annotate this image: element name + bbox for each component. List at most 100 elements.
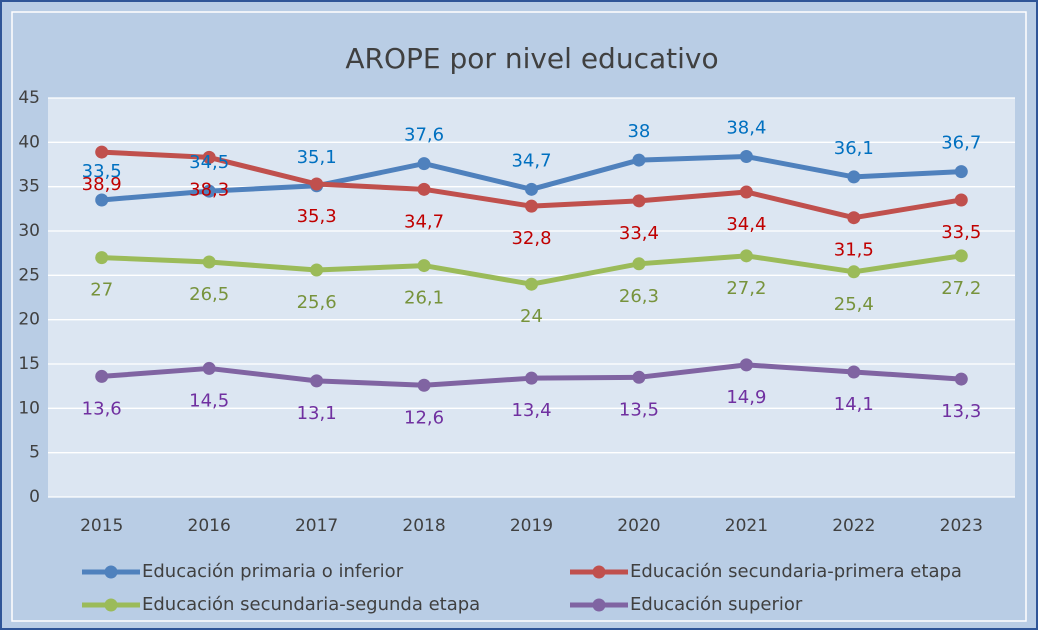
x-tick-label: 2015 xyxy=(80,516,123,536)
data-label: 34,7 xyxy=(404,211,444,232)
point xyxy=(954,165,968,179)
point xyxy=(954,193,968,207)
y-tick-label: 5 xyxy=(29,443,40,463)
point xyxy=(95,369,109,383)
x-tick-label: 2016 xyxy=(188,516,231,536)
point xyxy=(739,249,753,263)
data-label: 13,4 xyxy=(511,400,551,421)
y-tick-label: 35 xyxy=(18,177,40,197)
data-label: 26,5 xyxy=(189,284,229,305)
point xyxy=(417,378,431,392)
data-label: 26,3 xyxy=(619,286,659,307)
data-label: 25,4 xyxy=(834,294,874,315)
data-label: 25,6 xyxy=(297,292,337,313)
x-tick-label: 2021 xyxy=(725,516,768,536)
data-label: 33,5 xyxy=(941,222,981,243)
x-tick-label: 2019 xyxy=(510,516,553,536)
y-tick-label: 20 xyxy=(18,310,40,330)
data-label: 13,1 xyxy=(297,403,337,424)
point xyxy=(632,370,646,384)
point xyxy=(95,193,109,207)
legend-marker xyxy=(592,598,606,612)
point xyxy=(202,184,216,198)
point xyxy=(95,251,109,265)
point xyxy=(417,259,431,273)
data-label: 38,4 xyxy=(726,118,766,139)
data-label: 36,1 xyxy=(834,138,874,159)
data-label: 27,2 xyxy=(941,278,981,299)
point xyxy=(310,263,324,277)
point xyxy=(417,157,431,171)
legend-marker xyxy=(592,565,606,579)
point xyxy=(847,265,861,279)
legend-marker xyxy=(104,565,118,579)
data-label: 38,3 xyxy=(189,179,229,200)
data-label: 27,2 xyxy=(726,278,766,299)
data-label: 37,6 xyxy=(404,125,444,146)
data-label: 14,1 xyxy=(834,394,874,415)
point xyxy=(739,358,753,372)
data-label: 12,6 xyxy=(404,407,444,428)
point xyxy=(310,177,324,191)
chart-title: AROPE por nivel educativo xyxy=(345,42,718,75)
y-tick-label: 45 xyxy=(18,88,40,108)
data-label: 26,1 xyxy=(404,288,444,309)
point xyxy=(525,371,538,385)
data-label: 13,6 xyxy=(82,398,122,419)
point xyxy=(525,277,538,291)
point xyxy=(954,249,968,263)
point xyxy=(632,194,646,208)
data-label: 34,7 xyxy=(511,150,551,171)
y-tick-label: 0 xyxy=(29,487,40,507)
y-tick-label: 15 xyxy=(18,354,40,374)
point xyxy=(525,199,538,213)
legend-marker xyxy=(104,598,118,612)
point xyxy=(202,150,216,164)
point xyxy=(847,170,861,184)
data-label: 14,9 xyxy=(726,387,766,408)
data-label: 36,7 xyxy=(941,133,981,154)
x-tick-label: 2022 xyxy=(832,516,875,536)
point xyxy=(202,361,216,375)
data-label: 13,3 xyxy=(941,401,981,422)
data-label: 32,8 xyxy=(511,228,551,249)
point xyxy=(310,374,324,388)
x-tick-label: 2017 xyxy=(295,516,338,536)
data-label: 14,5 xyxy=(189,390,229,411)
data-label: 24 xyxy=(520,306,543,327)
data-label: 34,4 xyxy=(726,214,766,235)
point xyxy=(202,255,216,269)
point xyxy=(632,153,646,167)
legend-label: Educación superior xyxy=(630,594,803,615)
data-label: 38 xyxy=(627,121,650,142)
point xyxy=(847,211,861,225)
point xyxy=(632,257,646,271)
point xyxy=(847,365,861,379)
point xyxy=(739,150,753,164)
y-tick-label: 10 xyxy=(18,398,40,418)
point xyxy=(95,145,109,159)
x-tick-label: 2018 xyxy=(402,516,445,536)
y-tick-label: 25 xyxy=(18,265,40,285)
legend-label: Educación secundaria-primera etapa xyxy=(630,561,962,582)
data-label: 33,4 xyxy=(619,223,659,244)
point xyxy=(525,182,538,196)
point xyxy=(954,372,968,386)
data-label: 13,5 xyxy=(619,399,659,420)
data-label: 33,5 xyxy=(82,161,122,182)
data-label: 35,3 xyxy=(297,206,337,227)
data-label: 31,5 xyxy=(834,240,874,261)
inner-frame xyxy=(11,11,1027,622)
y-tick-label: 40 xyxy=(18,132,40,152)
data-label: 34,5 xyxy=(189,152,229,173)
data-label: 38,9 xyxy=(82,174,122,195)
legend-label: Educación primaria o inferior xyxy=(142,561,404,582)
legend-label: Educación secundaria-segunda etapa xyxy=(142,594,480,615)
x-tick-label: 2023 xyxy=(940,516,983,536)
data-label: 27 xyxy=(90,280,113,301)
x-tick-label: 2020 xyxy=(617,516,660,536)
y-tick-label: 30 xyxy=(18,221,40,241)
point xyxy=(417,182,431,196)
point xyxy=(739,185,753,199)
